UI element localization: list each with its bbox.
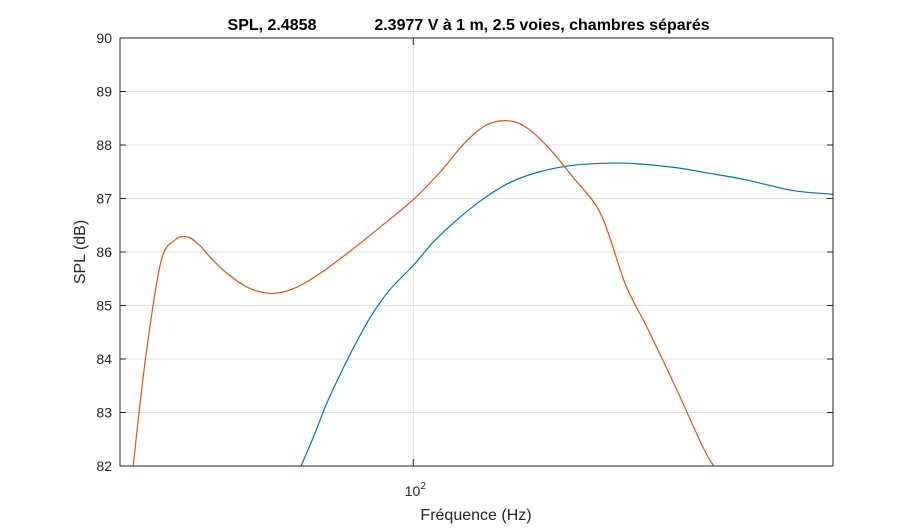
series-1-line	[300, 162, 833, 466]
y-tick-label: 89	[96, 84, 112, 100]
series-layer	[132, 120, 833, 466]
series-2-line	[132, 120, 715, 466]
y-tick-label: 86	[96, 244, 112, 260]
y-tick-label: 84	[96, 351, 112, 367]
tick-layer: 82 83 84 85 86 87 88 89 90 102	[96, 30, 833, 499]
label-layer: SPL, 2.4858 2.3977 V à 1 m, 2.5 voies, c…	[72, 17, 710, 524]
chart-title-right: 2.3977 V à 1 m, 2.5 voies, chambres sépa…	[374, 17, 709, 34]
y-tick-label: 82	[96, 458, 112, 474]
x-tick-label: 102	[405, 481, 427, 499]
grid-layer	[120, 38, 833, 466]
y-tick-label: 85	[96, 298, 112, 314]
y-tick-label: 88	[96, 137, 112, 153]
x-axis-label: Fréquence (Hz)	[420, 507, 531, 524]
y-tick-label: 90	[96, 30, 112, 46]
y-tick-label: 83	[96, 405, 112, 421]
y-tick-label: 87	[96, 191, 112, 207]
y-axis-label: SPL (dB)	[72, 220, 89, 284]
chart-title-left: SPL, 2.4858	[228, 17, 317, 34]
